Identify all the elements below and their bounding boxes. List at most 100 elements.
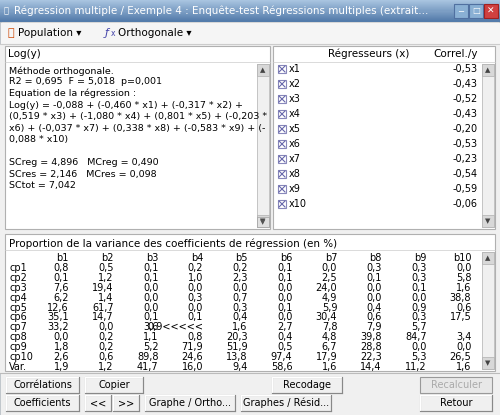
Text: cp4: cp4 <box>9 293 27 303</box>
Bar <box>484 4 498 18</box>
Bar <box>278 155 286 163</box>
Text: 6,2: 6,2 <box>54 293 69 303</box>
Text: 0,9: 0,9 <box>411 303 426 312</box>
Text: 0,3: 0,3 <box>232 303 248 312</box>
Text: Graphes / Résid...: Graphes / Résid... <box>243 398 329 408</box>
Bar <box>0 373 500 415</box>
Text: 2,6: 2,6 <box>54 352 69 362</box>
Text: ▼: ▼ <box>486 218 490 224</box>
Text: 0,2: 0,2 <box>98 332 114 342</box>
Text: 16,0: 16,0 <box>182 362 203 372</box>
Text: -0,53: -0,53 <box>453 139 478 149</box>
Text: 9,4: 9,4 <box>232 362 248 372</box>
Text: 0,3: 0,3 <box>411 273 426 283</box>
Text: SCtot = 7,042: SCtot = 7,042 <box>9 181 76 190</box>
Text: Equation de la régression :: Equation de la régression : <box>9 89 136 98</box>
Text: cp10: cp10 <box>9 352 33 362</box>
Text: 2,3: 2,3 <box>232 273 248 283</box>
Text: Régression multiple / Exemple 4 : Enquête-test Régressions multiples (extrait...: Régression multiple / Exemple 4 : Enquêt… <box>14 6 428 16</box>
Text: 39,8: 39,8 <box>360 332 382 342</box>
Text: 0,2: 0,2 <box>188 263 203 273</box>
Text: 0,0: 0,0 <box>277 293 292 303</box>
Text: x6) + (-0,037 * x7) + (0,338 * x8) + (-0,583 * x9) + (-: x6) + (-0,037 * x7) + (0,338 * x8) + (-0… <box>9 124 266 132</box>
Text: ─: ─ <box>458 7 464 15</box>
Text: cp7: cp7 <box>9 322 27 332</box>
Text: 0,3: 0,3 <box>188 293 203 303</box>
Text: Copier: Copier <box>98 380 130 390</box>
Text: b1: b1 <box>56 253 69 263</box>
Text: 0,8: 0,8 <box>188 332 203 342</box>
Text: 0,0: 0,0 <box>277 283 292 293</box>
Text: 0,4: 0,4 <box>366 303 382 312</box>
Text: 0,8: 0,8 <box>54 263 69 273</box>
Bar <box>0 0 500 1</box>
Text: 0,0: 0,0 <box>54 332 69 342</box>
Text: 0,6: 0,6 <box>366 312 382 322</box>
Text: x10: x10 <box>289 199 307 209</box>
Text: Recalculer: Recalculer <box>430 380 482 390</box>
Bar <box>278 110 286 118</box>
Text: 0,1: 0,1 <box>277 303 292 312</box>
Text: 0,1: 0,1 <box>188 312 203 322</box>
Text: 0,9<<<<<: 0,9<<<<< <box>147 322 203 332</box>
Bar <box>0 2 500 3</box>
Text: x6: x6 <box>289 139 301 149</box>
Text: 0,2: 0,2 <box>232 263 248 273</box>
Text: 1,6: 1,6 <box>322 362 337 372</box>
Text: ▲: ▲ <box>486 67 490 73</box>
Bar <box>482 357 494 369</box>
Text: 0,6: 0,6 <box>98 352 114 362</box>
Bar <box>482 252 494 264</box>
Bar <box>273 46 495 229</box>
Bar <box>145 395 235 411</box>
Bar <box>0 3 500 5</box>
Text: Proportion de la variance des coefficients de régression (en %): Proportion de la variance des coefficien… <box>9 239 337 249</box>
Text: 1,2: 1,2 <box>98 362 114 372</box>
Bar <box>420 395 492 411</box>
Text: 1,6: 1,6 <box>456 283 471 293</box>
Text: 0,1: 0,1 <box>411 283 426 293</box>
Text: b2: b2 <box>101 253 114 263</box>
Bar <box>278 200 286 208</box>
Text: b4: b4 <box>190 253 203 263</box>
Bar <box>0 20 500 21</box>
Text: 0,3: 0,3 <box>411 263 426 273</box>
Bar <box>278 95 286 103</box>
Bar <box>0 5 500 7</box>
Text: -0,20: -0,20 <box>453 124 478 134</box>
Text: 0,0: 0,0 <box>456 342 471 352</box>
Bar <box>0 16 500 17</box>
Text: 0,0: 0,0 <box>366 283 382 293</box>
Bar <box>278 125 286 133</box>
Bar <box>0 14 500 15</box>
Bar <box>278 185 286 193</box>
Text: 0,0: 0,0 <box>188 283 203 293</box>
Text: 0,1: 0,1 <box>143 312 158 322</box>
Bar <box>0 18 500 20</box>
Text: x2: x2 <box>289 79 301 89</box>
Text: Population ▾: Population ▾ <box>18 28 82 38</box>
Text: 1,0: 1,0 <box>188 273 203 283</box>
Text: 0,2: 0,2 <box>98 342 114 352</box>
Text: <<: << <box>90 398 106 408</box>
Bar <box>278 170 286 178</box>
Text: 33,2: 33,2 <box>48 322 69 332</box>
Text: 5,7: 5,7 <box>411 322 426 332</box>
Text: □: □ <box>472 7 480 15</box>
Text: 0,5: 0,5 <box>277 342 292 352</box>
Text: 1,6: 1,6 <box>232 322 248 332</box>
Text: 2,7: 2,7 <box>277 322 292 332</box>
Text: 0,0: 0,0 <box>232 283 248 293</box>
Text: x: x <box>111 29 116 37</box>
Text: 51,9: 51,9 <box>226 342 248 352</box>
Text: ƒ: ƒ <box>105 28 109 38</box>
Text: Recodage: Recodage <box>283 380 331 390</box>
Text: SCreg = 4,896   MCreg = 0,490: SCreg = 4,896 MCreg = 0,490 <box>9 158 158 167</box>
Text: 14,4: 14,4 <box>360 362 382 372</box>
Bar <box>0 12 500 13</box>
Text: 30,4: 30,4 <box>316 312 337 322</box>
Text: 0,0: 0,0 <box>277 312 292 322</box>
Text: cp1: cp1 <box>9 263 27 273</box>
Text: 17,5: 17,5 <box>450 312 471 322</box>
Bar <box>257 64 269 227</box>
